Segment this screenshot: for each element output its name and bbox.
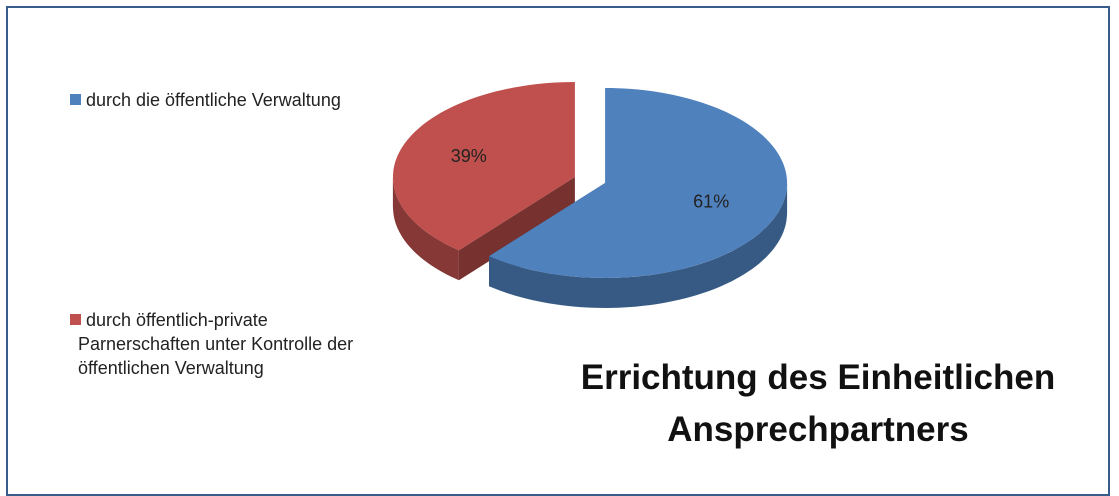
legend-swatch <box>70 314 81 325</box>
data-label: 61% <box>693 192 729 212</box>
slice-side <box>458 177 575 281</box>
slice <box>393 82 575 251</box>
data-label: 39% <box>451 146 487 166</box>
slice <box>489 88 788 278</box>
slice-side <box>489 183 788 308</box>
chart: 39% 61% <box>392 82 788 308</box>
chart-title: Errichtung des Einheitlichen Ansprechpar… <box>580 358 1056 449</box>
slice <box>392 82 575 281</box>
slice <box>489 88 788 308</box>
legend-label: durch öffentlich-private Parnerschaften … <box>78 310 354 378</box>
legend-swatch <box>70 94 81 105</box>
legend-label: durch die öffentliche Verwaltung <box>86 90 341 110</box>
slice-side <box>392 177 459 281</box>
page: 39% 61% durch die öffentliche Verwaltung d… <box>6 6 1110 496</box>
